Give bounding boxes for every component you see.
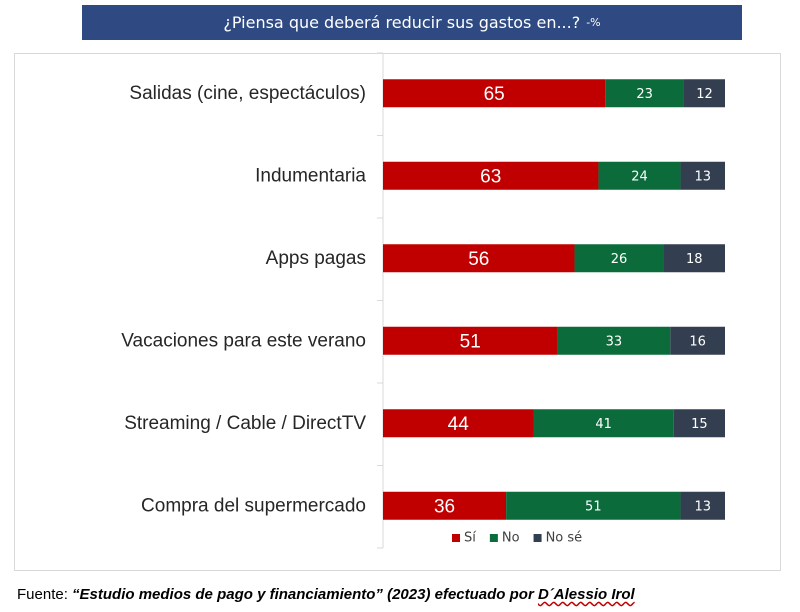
bar-value-label: 18: [686, 252, 703, 267]
bar-segment: [574, 244, 664, 273]
source-citation: “Estudio medios de pago y financiamiento…: [72, 586, 635, 603]
category-label: Salidas (cine, espectáculos): [129, 83, 366, 104]
bar-segment: [663, 244, 725, 273]
bar-segment: [673, 409, 725, 438]
chart-title-bar: ¿Piensa que deberá reducir sus gastos en…: [82, 5, 742, 40]
bar-value-label: 16: [689, 334, 706, 349]
bar-segment: [383, 409, 534, 438]
chart-frame: [14, 53, 781, 571]
legend-label: Sí: [464, 531, 476, 546]
bar-value-label: 56: [468, 249, 489, 270]
category-label: Apps pagas: [266, 248, 366, 269]
category-label: Vacaciones para este verano: [121, 330, 366, 351]
legend-label: No sé: [546, 531, 583, 546]
bar-segment: [605, 79, 684, 108]
bar-segment: [383, 491, 507, 520]
legend-swatch: [452, 534, 460, 542]
bar-segment: [680, 491, 725, 520]
bar-segment: [506, 491, 681, 520]
chart-unit: -%: [586, 16, 601, 29]
bar-value-label: 33: [606, 334, 623, 349]
bar-segment: [598, 161, 681, 190]
bar-segment: [383, 161, 599, 190]
bar-value-label: 13: [694, 169, 711, 184]
source-prefix: Fuente:: [17, 586, 73, 603]
bar-value-label: 41: [595, 417, 612, 432]
bar-segment: [383, 244, 575, 273]
bar-value-label: 65: [484, 84, 505, 105]
legend-label: No: [502, 531, 520, 546]
legend-swatch: [533, 534, 542, 542]
stacked-bar-chart: Salidas (cine, espectáculos) 65 23 12 Indume…: [121, 52, 725, 549]
source-author: D´Alessio Irol: [537, 586, 635, 603]
category-label: Indumentaria: [255, 165, 366, 186]
chart-title: ¿Piensa que deberá reducir sus gastos en…: [223, 13, 581, 32]
bar-value-label: 23: [636, 87, 653, 102]
bar-value-label: 63: [480, 166, 501, 187]
bar-segment: [383, 79, 606, 108]
bar-value-label: 13: [694, 499, 711, 514]
bar-segment: [683, 79, 725, 108]
bar-segment: [670, 326, 725, 355]
bar-value-label: 26: [611, 252, 628, 267]
bar-segment: [680, 161, 725, 190]
bar-segment: [533, 409, 674, 438]
bar-value-label: 44: [448, 414, 470, 435]
legend-swatch: [489, 534, 498, 542]
bar-value-label: 51: [585, 499, 602, 514]
bar-value-label: 15: [691, 417, 708, 432]
source-note: Fuente: “Estudio medios de pago y financ…: [17, 586, 635, 603]
bar-value-label: 24: [631, 169, 648, 184]
bar-value-label: 12: [696, 87, 713, 102]
bar-segment: [557, 326, 671, 355]
bar-value-label: 51: [460, 331, 481, 352]
bar-segment: [383, 326, 558, 355]
bar-value-label: 36: [434, 496, 455, 517]
category-label: Streaming / Cable / DirectTV: [124, 413, 366, 434]
category-label: Compra del supermercado: [141, 495, 366, 516]
source-citation-text: “Estudio medios de pago y financiamiento…: [72, 586, 538, 603]
